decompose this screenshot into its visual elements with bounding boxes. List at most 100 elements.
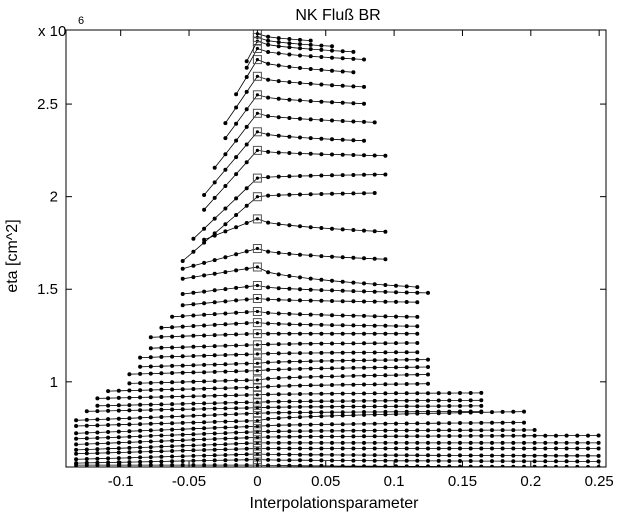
data-point bbox=[287, 410, 292, 415]
data-point bbox=[148, 380, 153, 385]
data-point bbox=[319, 136, 324, 141]
data-point bbox=[170, 387, 175, 392]
data-point bbox=[127, 463, 132, 467]
data-point bbox=[191, 401, 196, 406]
data-point bbox=[223, 167, 228, 172]
data-point bbox=[298, 116, 302, 121]
data-point bbox=[223, 400, 228, 405]
data-point bbox=[404, 409, 409, 414]
reference-point bbox=[255, 378, 259, 382]
data-point bbox=[319, 118, 324, 122]
data-point bbox=[84, 417, 89, 422]
data-point bbox=[319, 428, 324, 433]
data-point bbox=[319, 399, 324, 404]
data-point bbox=[404, 341, 409, 345]
data-point bbox=[447, 459, 452, 463]
data-point bbox=[266, 310, 271, 315]
series-3 bbox=[74, 444, 601, 456]
data-point bbox=[127, 455, 132, 460]
data-point bbox=[234, 406, 239, 411]
data-point bbox=[383, 365, 388, 370]
reference-point bbox=[255, 393, 259, 397]
data-point bbox=[106, 389, 111, 394]
data-point bbox=[127, 416, 132, 421]
data-point bbox=[394, 299, 398, 304]
data-point bbox=[276, 405, 281, 410]
data-point bbox=[319, 463, 324, 467]
data-point bbox=[362, 172, 366, 177]
data-point bbox=[298, 135, 302, 140]
data-point bbox=[266, 405, 271, 410]
data-point bbox=[116, 456, 121, 461]
data-point bbox=[244, 59, 249, 64]
reference-point bbox=[255, 46, 259, 51]
data-point bbox=[170, 421, 175, 426]
data-point bbox=[351, 458, 356, 463]
series-line bbox=[214, 112, 375, 169]
data-point bbox=[404, 324, 409, 329]
data-point bbox=[532, 459, 537, 464]
data-point bbox=[159, 354, 164, 359]
data-point bbox=[223, 229, 228, 234]
data-point bbox=[415, 440, 420, 445]
data-point bbox=[564, 433, 569, 438]
data-point bbox=[180, 345, 185, 350]
data-point bbox=[340, 313, 345, 318]
data-point bbox=[234, 378, 239, 383]
data-point bbox=[468, 428, 473, 433]
data-point bbox=[298, 404, 302, 409]
data-point bbox=[575, 459, 580, 464]
data-point bbox=[74, 457, 79, 462]
data-point bbox=[159, 407, 164, 412]
data-point bbox=[330, 83, 334, 88]
data-point bbox=[554, 446, 558, 451]
data-point bbox=[180, 432, 185, 437]
data-point bbox=[500, 420, 505, 425]
data-point bbox=[276, 452, 281, 457]
data-point bbox=[234, 400, 239, 405]
data-point bbox=[287, 351, 292, 356]
data-point bbox=[340, 83, 345, 88]
data-point bbox=[554, 433, 558, 438]
data-point bbox=[287, 367, 292, 372]
data-point bbox=[191, 324, 196, 328]
data-point bbox=[532, 446, 537, 451]
data-point bbox=[212, 458, 217, 463]
data-point bbox=[212, 195, 217, 200]
data-point bbox=[202, 333, 207, 338]
data-point bbox=[298, 383, 302, 388]
data-point bbox=[138, 439, 143, 444]
data-point bbox=[298, 151, 302, 156]
data-point bbox=[511, 459, 516, 464]
data-point bbox=[191, 448, 196, 453]
data-point bbox=[212, 353, 217, 358]
data-point bbox=[138, 371, 143, 376]
data-point bbox=[106, 441, 111, 446]
data-point bbox=[170, 394, 175, 399]
data-point bbox=[276, 250, 281, 255]
data-point bbox=[330, 374, 334, 379]
data-point bbox=[330, 173, 334, 178]
data-point bbox=[180, 459, 185, 463]
data-point bbox=[244, 343, 249, 348]
series-18 bbox=[148, 340, 420, 351]
data-point bbox=[479, 428, 484, 433]
data-point bbox=[234, 436, 239, 441]
series-11 bbox=[95, 397, 484, 408]
data-point bbox=[415, 285, 420, 290]
reference-point bbox=[255, 352, 259, 356]
data-point bbox=[287, 434, 292, 439]
series-33 bbox=[223, 71, 366, 126]
data-point bbox=[426, 446, 430, 451]
data-point bbox=[287, 446, 292, 451]
reference-point bbox=[255, 332, 259, 336]
data-point bbox=[159, 345, 164, 350]
data-point bbox=[106, 403, 111, 408]
data-point bbox=[276, 399, 281, 404]
reference-point bbox=[255, 424, 259, 428]
data-point bbox=[458, 409, 462, 414]
reference-square bbox=[252, 192, 262, 202]
reference-square bbox=[252, 281, 262, 290]
data-point bbox=[490, 453, 494, 458]
